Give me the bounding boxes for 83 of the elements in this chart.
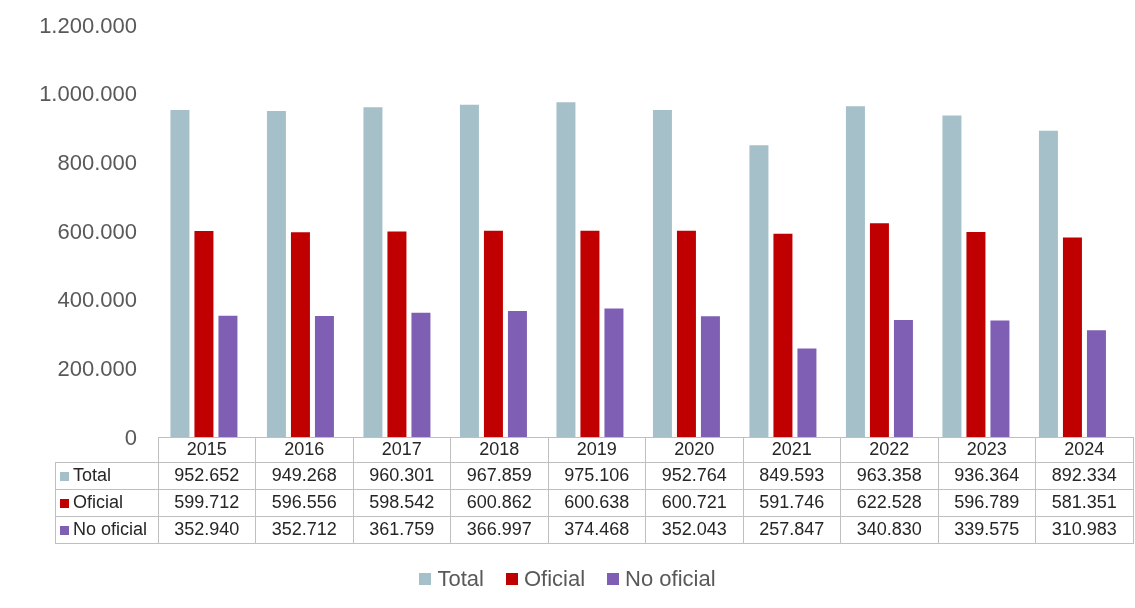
legend-label: Oficial xyxy=(55,489,158,516)
y-tick-label: 1.200.000 xyxy=(39,12,137,38)
x-tick-label: 2018 xyxy=(450,437,548,462)
bar xyxy=(1062,237,1082,437)
data-label: 598.542 xyxy=(353,489,451,516)
bar xyxy=(749,145,769,437)
bar xyxy=(387,231,407,437)
data-label: 310.983 xyxy=(1035,516,1133,543)
data-label: 596.789 xyxy=(938,489,1036,516)
data-label: 361.759 xyxy=(353,516,451,543)
x-tick-label: 2015 xyxy=(158,437,256,462)
bar xyxy=(170,109,190,437)
data-label: 340.830 xyxy=(840,516,938,543)
data-label: 352.043 xyxy=(645,516,743,543)
bar xyxy=(483,230,503,437)
data-label: 352.712 xyxy=(255,516,353,543)
bar xyxy=(218,315,238,437)
text: No oficial xyxy=(625,565,716,591)
data-label: 952.764 xyxy=(645,462,743,489)
bar xyxy=(314,315,334,437)
bar xyxy=(845,106,865,437)
text: Total xyxy=(437,565,484,591)
data-label: 600.721 xyxy=(645,489,743,516)
bar xyxy=(773,233,793,437)
data-label: 581.351 xyxy=(1035,489,1133,516)
data-label: 339.575 xyxy=(938,516,1036,543)
data-label: 622.528 xyxy=(840,489,938,516)
bar xyxy=(507,311,527,437)
bar xyxy=(652,109,672,437)
data-label: 599.712 xyxy=(158,489,256,516)
bar xyxy=(1086,330,1106,437)
bar xyxy=(580,230,600,437)
bar xyxy=(363,107,383,437)
bar xyxy=(869,223,889,437)
bar xyxy=(194,231,214,437)
data-label: 596.556 xyxy=(255,489,353,516)
data-label: 975.106 xyxy=(548,462,646,489)
bar xyxy=(266,111,286,437)
bar xyxy=(1038,130,1058,437)
bar xyxy=(676,230,696,437)
data-label: 600.638 xyxy=(548,489,646,516)
x-tick-label: 2021 xyxy=(743,437,841,462)
data-label: 366.997 xyxy=(450,516,548,543)
y-tick-label: 0 xyxy=(124,424,137,450)
bar xyxy=(942,115,962,437)
data-label: 936.364 xyxy=(938,462,1036,489)
bar xyxy=(459,104,479,437)
bar xyxy=(556,102,576,437)
text: Oficial xyxy=(523,565,586,591)
legend-label: No oficial xyxy=(55,516,158,543)
x-tick-label: 2024 xyxy=(1035,437,1133,462)
x-tick-label: 2020 xyxy=(645,437,743,462)
data-label: 257.847 xyxy=(743,516,841,543)
y-tick-label: 800.000 xyxy=(57,150,137,176)
data-label: 591.746 xyxy=(743,489,841,516)
data-label: 892.334 xyxy=(1035,462,1133,489)
x-tick-label: 2017 xyxy=(353,437,451,462)
legend-label: Total xyxy=(55,462,158,489)
x-tick-label: 2023 xyxy=(938,437,1036,462)
x-tick-label: 2022 xyxy=(840,437,938,462)
bar xyxy=(990,320,1010,437)
bar xyxy=(797,348,817,437)
data-label: 374.468 xyxy=(548,516,646,543)
bar xyxy=(700,316,720,437)
y-tick-label: 600.000 xyxy=(57,218,137,244)
x-tick-label: 2019 xyxy=(548,437,646,462)
bar xyxy=(290,232,310,437)
data-label: 849.593 xyxy=(743,462,841,489)
data-label: 600.862 xyxy=(450,489,548,516)
bar xyxy=(966,232,986,437)
bar xyxy=(604,308,624,437)
data-label: 963.358 xyxy=(840,462,938,489)
x-tick-label: 2016 xyxy=(255,437,353,462)
y-tick-label: 1.000.000 xyxy=(39,81,137,107)
data-label: 960.301 xyxy=(353,462,451,489)
y-tick-label: 400.000 xyxy=(57,287,137,313)
data-label: 952.652 xyxy=(158,462,256,489)
data-label: 949.268 xyxy=(255,462,353,489)
bar xyxy=(411,312,431,437)
bar xyxy=(893,319,913,437)
data-label: 352.940 xyxy=(158,516,256,543)
data-label: 967.859 xyxy=(450,462,548,489)
y-tick-label: 200.000 xyxy=(57,356,137,382)
